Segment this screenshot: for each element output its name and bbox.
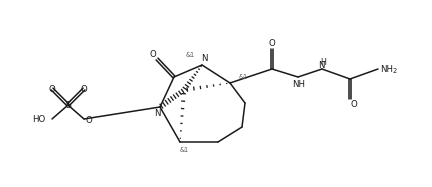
Text: O: O xyxy=(149,50,156,59)
Text: H: H xyxy=(321,58,327,67)
Text: O: O xyxy=(351,100,357,109)
Text: &1: &1 xyxy=(179,148,188,154)
Text: O: O xyxy=(81,85,87,94)
Text: N: N xyxy=(154,109,160,118)
Text: O: O xyxy=(49,85,55,94)
Text: &1: &1 xyxy=(238,74,248,80)
Text: O: O xyxy=(85,116,92,125)
Text: &1: &1 xyxy=(185,52,194,58)
Text: HO: HO xyxy=(32,114,45,123)
Text: O: O xyxy=(269,39,275,47)
Text: NH: NH xyxy=(292,80,305,89)
Text: S: S xyxy=(65,100,71,110)
Text: N: N xyxy=(201,54,208,63)
Text: N: N xyxy=(318,61,325,70)
Text: NH: NH xyxy=(380,65,393,73)
Text: 2: 2 xyxy=(392,68,396,74)
